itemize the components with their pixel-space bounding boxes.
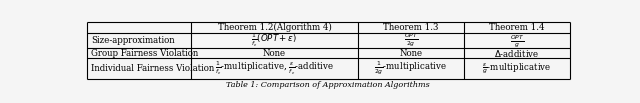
Text: Theorem 1.4: Theorem 1.4	[489, 23, 545, 32]
Text: $\frac{OPT}{g}$: $\frac{OPT}{g}$	[509, 33, 524, 49]
Text: None: None	[399, 49, 422, 58]
Text: None: None	[263, 49, 286, 58]
Text: $\frac{1}{f_{\epsilon}}(OPT + \epsilon)$: $\frac{1}{f_{\epsilon}}(OPT + \epsilon)$	[252, 32, 298, 50]
Text: Theorem 1.3: Theorem 1.3	[383, 23, 438, 32]
Text: Size-approximation: Size-approximation	[92, 36, 175, 45]
Text: $\frac{1}{f_{\epsilon}}$-multiplicative, $\frac{\epsilon}{f_{\epsilon}}$-additiv: $\frac{1}{f_{\epsilon}}$-multiplicative,…	[215, 60, 334, 77]
Text: $\frac{\epsilon}{g}$-multiplicative: $\frac{\epsilon}{g}$-multiplicative	[483, 62, 552, 76]
Text: $\frac{OPT}{2g}$: $\frac{OPT}{2g}$	[404, 32, 418, 49]
Text: Theorem 1.2(Algorithm 4): Theorem 1.2(Algorithm 4)	[218, 23, 332, 32]
Text: $\Delta$-additive: $\Delta$-additive	[494, 48, 540, 59]
Text: $\frac{1}{2g}$-multiplicative: $\frac{1}{2g}$-multiplicative	[374, 60, 447, 77]
Text: Group Fairness Violation: Group Fairness Violation	[92, 49, 198, 58]
Text: Individual Fairness Violation: Individual Fairness Violation	[92, 64, 214, 73]
Text: Table 1: Comparison of Approximation Algorithms: Table 1: Comparison of Approximation Alg…	[226, 81, 430, 89]
